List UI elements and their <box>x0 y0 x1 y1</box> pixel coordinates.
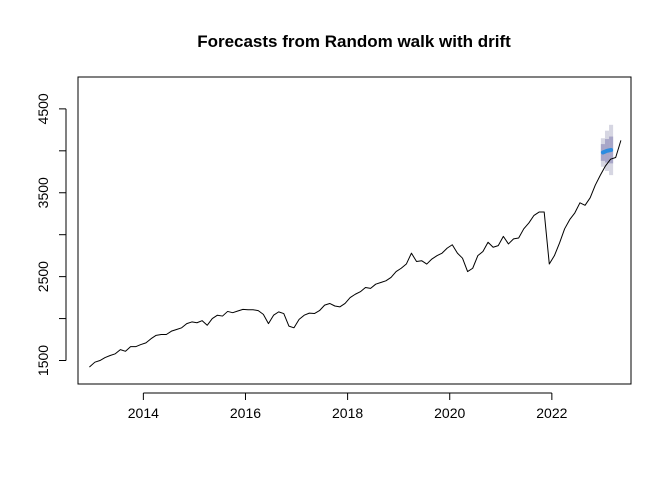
observed-series-line <box>89 140 622 368</box>
y-tick-label: 3500 <box>35 177 51 208</box>
y-tick-label: 4500 <box>35 93 51 124</box>
x-tick-label: 2014 <box>128 405 159 421</box>
y-axis: 1500 2500 3500 4500 <box>35 93 67 376</box>
chart-title: Forecasts from Random walk with drift <box>197 32 511 51</box>
plot-frame <box>77 76 632 385</box>
x-tick-label: 2016 <box>230 405 261 421</box>
x-tick-label: 2020 <box>434 405 465 421</box>
x-axis: 2014 2016 2018 2020 2022 <box>128 392 568 421</box>
x-tick-label: 2018 <box>332 405 363 421</box>
y-tick-label: 2500 <box>35 261 51 292</box>
x-tick-label: 2022 <box>536 405 567 421</box>
series-group <box>89 140 622 368</box>
forecast-series-line <box>600 147 614 155</box>
y-tick-label: 1500 <box>35 345 51 376</box>
